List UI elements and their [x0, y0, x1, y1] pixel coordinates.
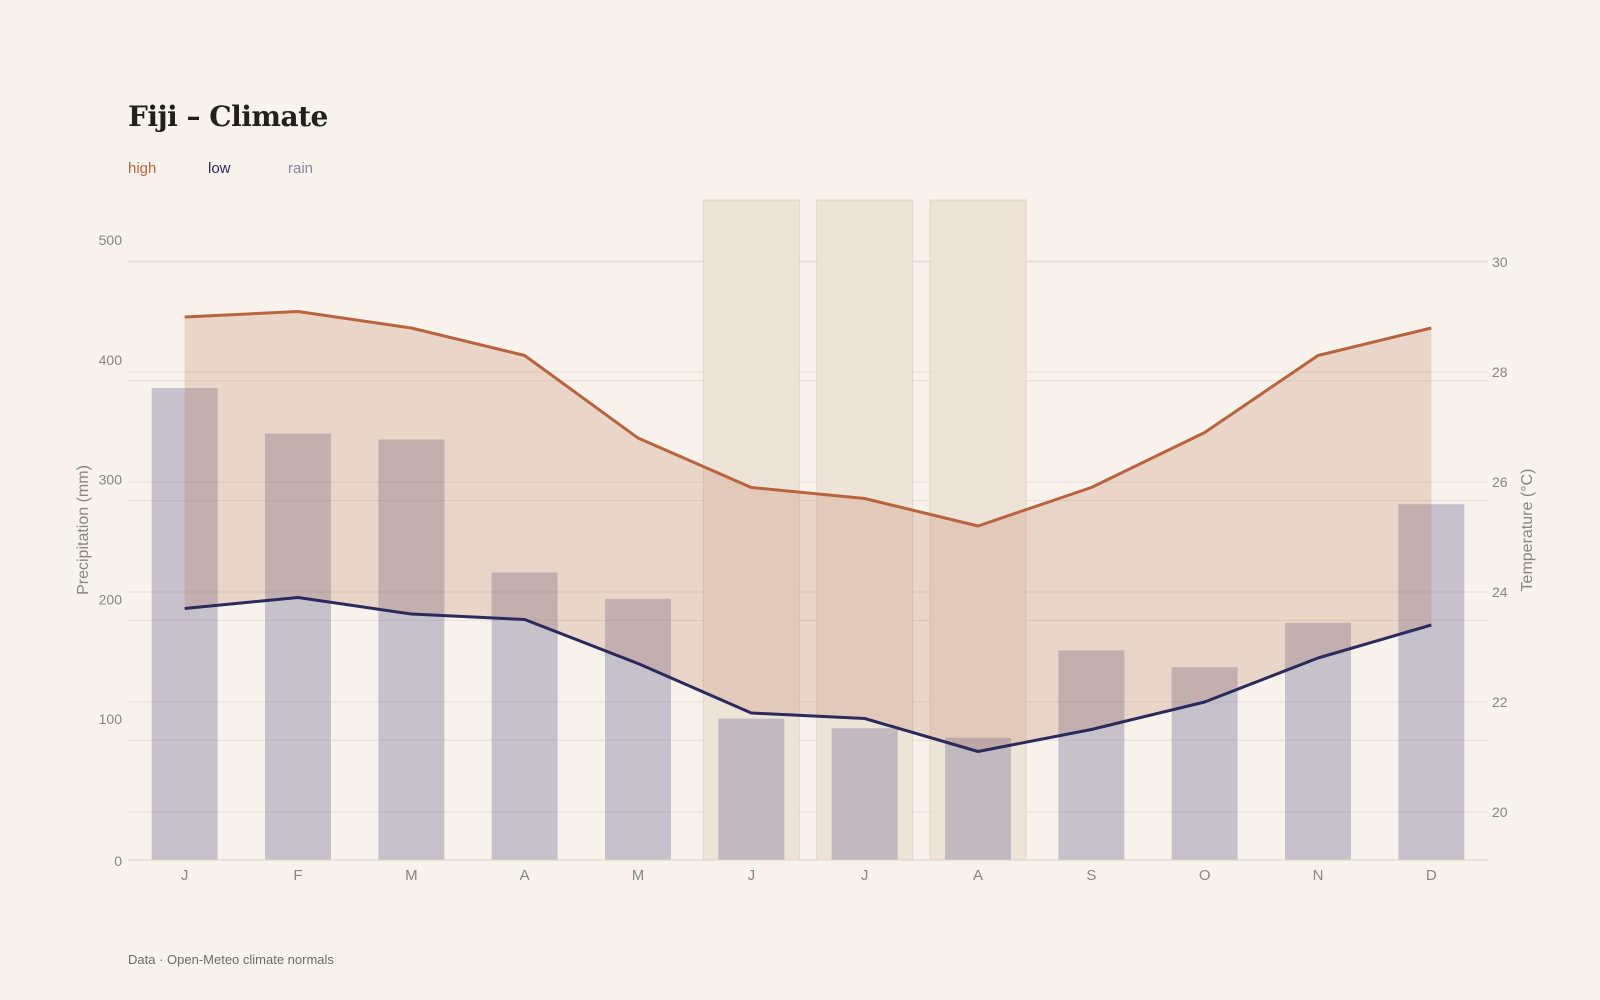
left-axis-tick-label: 200 — [99, 591, 123, 607]
x-axis-tick-label: J — [181, 867, 189, 884]
legend-high: high — [128, 160, 157, 177]
rain-bar — [151, 387, 218, 860]
rain-bar — [945, 737, 1011, 860]
legend: high low rain — [128, 160, 368, 177]
left-axis-tick-label: 0 — [114, 853, 122, 869]
x-axis-tick-label: O — [1199, 867, 1211, 884]
gridlines — [128, 260, 1488, 861]
left-axis-tick-label: 300 — [99, 472, 123, 488]
right-axis-tick-label: 28 — [1492, 364, 1508, 380]
rain-bar — [378, 439, 445, 860]
x-axis-tick-label: S — [1086, 867, 1096, 884]
rain-bar — [265, 433, 331, 860]
right-axis-tick-label: 24 — [1492, 584, 1508, 600]
high-temperature-line — [184, 310, 1432, 528]
rain-bar — [831, 728, 898, 860]
legend-low: low — [208, 160, 231, 177]
left-axis-tick-label: 500 — [99, 232, 123, 248]
x-axis-tick-label: D — [1426, 867, 1437, 884]
x-axis-tick-label: A — [973, 867, 983, 884]
right-axis-tick-label: 22 — [1492, 694, 1508, 710]
temperature-range-area — [184, 311, 1432, 752]
right-axis-title: Temperature (°C) — [1519, 469, 1536, 592]
rain-bar — [1285, 622, 1351, 860]
highlight-band — [702, 199, 800, 861]
rain-bar — [1398, 504, 1465, 860]
right-axis-tick-label: 30 — [1492, 254, 1508, 270]
rain-bar — [1171, 667, 1238, 860]
data-source-note: Data · Open-Meteo climate normals — [128, 952, 334, 967]
x-axis-tick-label: N — [1313, 867, 1324, 884]
legend-rain: rain — [288, 160, 314, 177]
left-axis-tick-label: 400 — [99, 352, 123, 368]
x-axis-tick-label: M — [405, 867, 418, 884]
x-axis-tick-label: F — [293, 867, 302, 884]
left-axis-tick-label: 100 — [99, 711, 123, 727]
x-axis-tick-label: A — [520, 867, 530, 884]
x-axis-tick-label: M — [632, 867, 645, 884]
right-axis-tick-label: 20 — [1492, 804, 1508, 820]
left-axis-title: Precipitation (mm) — [75, 465, 92, 595]
x-axis-tick-label: J — [861, 867, 869, 884]
low-temperature-line — [184, 596, 1432, 753]
highlight-band — [816, 199, 914, 861]
chart-title: Fiji – Climate — [128, 100, 328, 133]
x-axis-tick-label: J — [748, 867, 756, 884]
rain-bar — [605, 598, 671, 860]
rain-bar — [1058, 650, 1125, 860]
rain-bars — [151, 387, 1465, 860]
rain-bar — [718, 718, 785, 860]
right-axis-tick-label: 26 — [1492, 474, 1508, 490]
